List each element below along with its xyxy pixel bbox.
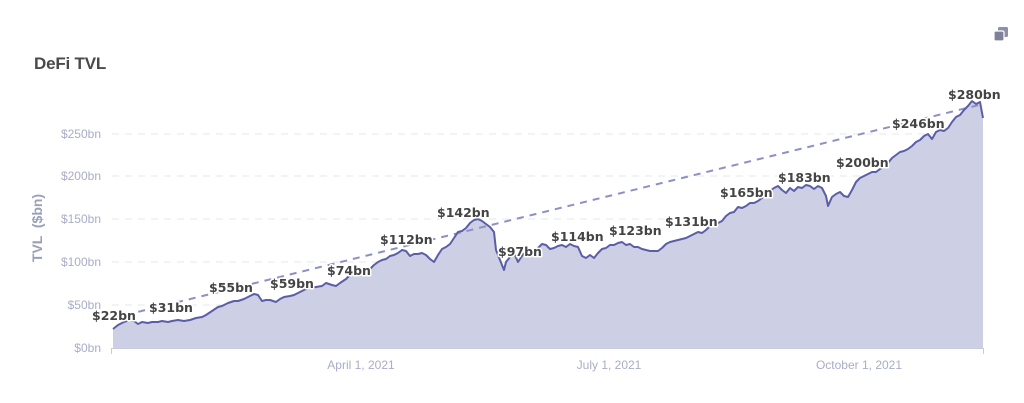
chart-title: DeFi TVL <box>34 54 107 73</box>
data-label: $114bn <box>551 229 604 244</box>
xtick: October 1, 2021 <box>816 358 902 372</box>
copy-icon[interactable] <box>993 26 1009 42</box>
data-label: $165bn <box>720 185 773 200</box>
data-label: $142bn <box>437 205 490 220</box>
ytick: $50bn <box>68 298 101 312</box>
data-label: $59bn <box>270 276 314 291</box>
tvl-line <box>112 100 984 330</box>
data-label: $74bn <box>327 263 371 278</box>
data-label: $22bn <box>92 308 136 323</box>
data-label: $200bn <box>836 155 889 170</box>
data-label: $183bn <box>778 170 831 185</box>
y-axis-ticks: $0bn $50bn $100bn $150bn $200bn $250bn <box>61 127 101 355</box>
ytick: $0bn <box>74 341 101 355</box>
data-label: $131bn <box>665 214 718 229</box>
data-label: $123bn <box>609 223 662 238</box>
ytick: $100bn <box>61 255 101 269</box>
ytick: $150bn <box>61 212 101 226</box>
data-label: $246bn <box>892 116 945 131</box>
tvl-area <box>113 101 983 348</box>
data-labels: $22bn $31bn $55bn $59bn $74bn $112bn $14… <box>91 86 1003 325</box>
data-label: $280bn <box>948 87 1001 102</box>
data-label: $55bn <box>209 280 253 295</box>
ytick: $250bn <box>61 127 101 141</box>
ytick: $200bn <box>61 169 101 183</box>
y-axis-label: TVL ($bn) <box>29 194 45 262</box>
data-label: $31bn <box>149 300 193 315</box>
trend-line <box>112 103 984 319</box>
xtick: April 1, 2021 <box>327 358 395 372</box>
x-axis-ticks: April 1, 2021 July 1, 2021 October 1, 20… <box>327 358 902 372</box>
data-label: $112bn <box>380 232 433 247</box>
data-label: $97bn <box>498 244 542 259</box>
xtick: July 1, 2021 <box>577 358 642 372</box>
